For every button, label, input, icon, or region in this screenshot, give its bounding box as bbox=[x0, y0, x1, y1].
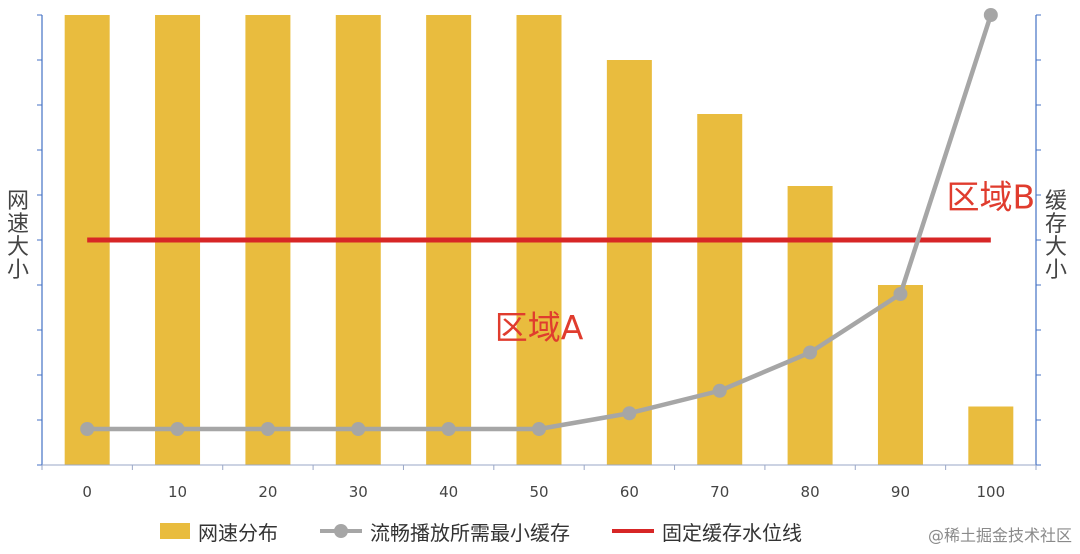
point-min-buffer-90 bbox=[893, 287, 908, 301]
x-tick-label: 90 bbox=[891, 483, 910, 501]
x-tick-label: 20 bbox=[258, 483, 277, 501]
x-tick-label: 70 bbox=[710, 483, 729, 501]
legend-item-line: 流畅播放所需最小缓存 bbox=[320, 517, 570, 546]
legend-line-swatch bbox=[320, 523, 362, 539]
x-tick-label: 10 bbox=[168, 483, 187, 501]
x-tick-label: 0 bbox=[82, 483, 92, 501]
x-tick-label: 80 bbox=[801, 483, 820, 501]
watermark: @稀土掘金技术社区 bbox=[927, 526, 1072, 545]
legend-item-bar: 网速分布 bbox=[160, 517, 278, 546]
bar-90 bbox=[877, 285, 923, 465]
annotations-group: 区域A 区域B bbox=[495, 178, 1035, 348]
legend-red-label: 固定缓存水位线 bbox=[662, 520, 802, 545]
point-min-buffer-0 bbox=[80, 422, 95, 436]
bar-80 bbox=[787, 186, 833, 465]
point-min-buffer-30 bbox=[351, 422, 366, 436]
point-min-buffer-50 bbox=[532, 422, 546, 436]
point-min-buffer-70 bbox=[712, 383, 727, 398]
tick-labels-group: 0 10 20 30 40 50 60 70 80 90 100 bbox=[82, 483, 1005, 501]
bar-60 bbox=[606, 60, 652, 465]
point-min-buffer-10 bbox=[170, 422, 185, 436]
annotation-1: 区域B bbox=[946, 178, 1035, 217]
legend-line-label: 流畅播放所需最小缓存 bbox=[370, 520, 570, 545]
bar-100 bbox=[968, 406, 1014, 465]
point-min-buffer-100 bbox=[983, 8, 998, 22]
bar-70 bbox=[697, 114, 743, 465]
legend-bar-swatch bbox=[160, 523, 190, 539]
annotation-0: 区域A bbox=[495, 308, 584, 347]
y-axis-title-right: 缓存大小 bbox=[1044, 189, 1067, 283]
x-tick-label: 60 bbox=[620, 483, 639, 501]
x-tick-label: 100 bbox=[976, 483, 1005, 501]
point-min-buffer-80 bbox=[803, 345, 818, 360]
legend-bar-label: 网速分布 bbox=[198, 520, 278, 545]
x-tick-label: 40 bbox=[439, 483, 458, 501]
axes-group bbox=[37, 14, 1041, 470]
x-tick-label: 50 bbox=[529, 483, 548, 501]
lines-group bbox=[80, 8, 998, 436]
x-tick-label: 30 bbox=[349, 483, 368, 501]
legend-red-swatch bbox=[612, 529, 654, 533]
point-min-buffer-20 bbox=[260, 422, 275, 436]
legend-item-red: 固定缓存水位线 bbox=[612, 517, 802, 546]
legend: 网速分布 流畅播放所需最小缓存 固定缓存水位线 bbox=[160, 516, 844, 546]
point-min-buffer-60 bbox=[622, 406, 637, 421]
point-min-buffer-40 bbox=[441, 422, 456, 436]
y-axis-title-left: 网速大小 bbox=[6, 189, 29, 283]
